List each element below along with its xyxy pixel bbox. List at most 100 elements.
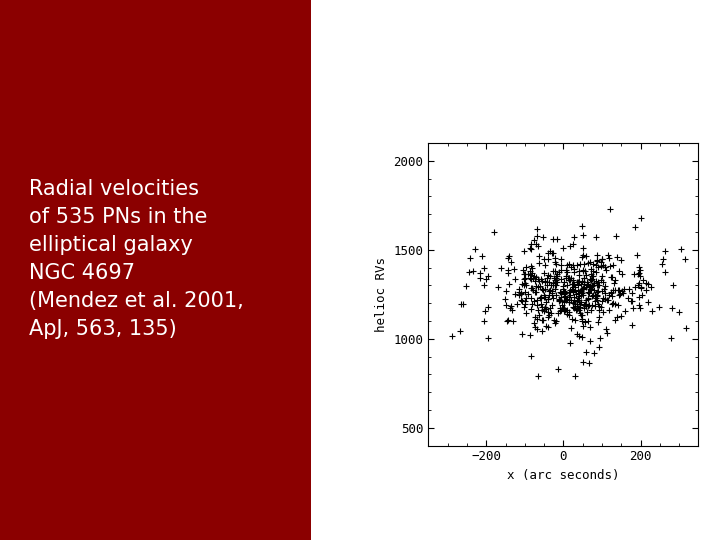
- Point: [592, 257, 603, 266]
- Point: [591, 251, 603, 259]
- Point: [606, 289, 617, 298]
- Point: [548, 249, 559, 258]
- Point: [571, 329, 582, 338]
- Point: [532, 241, 544, 250]
- Point: [563, 293, 575, 302]
- Point: [577, 291, 588, 299]
- Point: [516, 279, 528, 288]
- Point: [567, 303, 579, 312]
- Point: [542, 255, 554, 264]
- Point: [576, 333, 588, 341]
- Point: [540, 298, 552, 306]
- Point: [611, 253, 623, 262]
- Point: [544, 278, 555, 287]
- Point: [581, 301, 593, 310]
- Point: [660, 247, 671, 256]
- Point: [538, 305, 549, 314]
- Point: [515, 289, 526, 298]
- Point: [633, 293, 644, 301]
- Point: [597, 296, 608, 305]
- Point: [549, 285, 561, 294]
- X-axis label: x (arc seconds): x (arc seconds): [507, 469, 620, 482]
- Point: [536, 285, 547, 293]
- Point: [599, 294, 611, 303]
- Point: [590, 233, 601, 241]
- Point: [580, 318, 591, 326]
- Point: [597, 278, 608, 286]
- Point: [629, 269, 640, 278]
- Point: [539, 278, 551, 286]
- Point: [631, 251, 643, 259]
- Point: [575, 287, 587, 296]
- Point: [535, 294, 546, 302]
- Point: [544, 285, 556, 294]
- Point: [476, 252, 487, 260]
- Point: [567, 288, 579, 296]
- Point: [592, 300, 603, 308]
- Point: [513, 287, 525, 296]
- Point: [570, 282, 581, 291]
- Point: [577, 276, 588, 285]
- Point: [519, 278, 531, 287]
- Point: [467, 267, 479, 275]
- Point: [569, 300, 580, 308]
- Point: [588, 281, 599, 289]
- Point: [538, 269, 549, 278]
- Point: [585, 275, 597, 284]
- Point: [580, 295, 592, 304]
- Point: [567, 280, 578, 288]
- Point: [571, 278, 582, 287]
- Point: [478, 264, 490, 273]
- Point: [602, 329, 613, 338]
- Point: [528, 297, 540, 306]
- Point: [585, 286, 597, 294]
- Point: [573, 288, 585, 297]
- Point: [581, 301, 593, 310]
- Point: [488, 228, 500, 237]
- Point: [634, 271, 646, 280]
- Point: [598, 285, 609, 293]
- Point: [601, 296, 613, 305]
- Point: [558, 298, 570, 306]
- Point: [613, 267, 625, 276]
- Point: [609, 285, 621, 294]
- Point: [569, 233, 580, 241]
- Point: [595, 302, 607, 311]
- Point: [529, 323, 541, 332]
- Point: [613, 291, 625, 300]
- Point: [564, 286, 576, 294]
- Point: [578, 278, 590, 287]
- Point: [546, 288, 557, 297]
- Point: [584, 275, 595, 284]
- Point: [577, 251, 588, 259]
- Point: [592, 278, 603, 286]
- Point: [464, 253, 476, 262]
- Point: [591, 291, 603, 300]
- Point: [575, 300, 586, 308]
- Point: [561, 265, 572, 274]
- Point: [519, 269, 531, 278]
- Point: [568, 295, 580, 304]
- Point: [566, 263, 577, 272]
- Point: [569, 316, 580, 325]
- Point: [534, 276, 545, 285]
- Point: [597, 287, 608, 295]
- Point: [559, 288, 571, 296]
- Point: [634, 269, 645, 278]
- Point: [585, 322, 596, 331]
- Point: [581, 283, 593, 292]
- Point: [565, 274, 577, 282]
- Point: [525, 284, 536, 293]
- Point: [540, 322, 552, 330]
- Point: [559, 288, 571, 297]
- Point: [634, 266, 646, 274]
- Point: [554, 295, 566, 304]
- Point: [508, 265, 520, 273]
- Point: [460, 281, 472, 290]
- Point: [640, 286, 652, 295]
- Point: [502, 315, 513, 324]
- Point: [500, 287, 512, 296]
- Point: [572, 296, 583, 305]
- Point: [616, 269, 628, 278]
- Point: [578, 300, 590, 309]
